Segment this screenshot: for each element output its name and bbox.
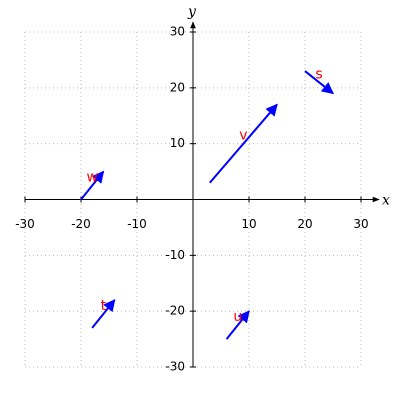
- y-axis-label: y: [187, 4, 197, 20]
- vector-label: u: [233, 309, 242, 325]
- vector-arrow: [225, 310, 250, 340]
- vector-label: t: [101, 298, 107, 314]
- vector-arrow: [91, 299, 116, 329]
- x-tick-label: 20: [297, 217, 312, 231]
- vector-arrow: [304, 70, 334, 95]
- x-tick-label: 30: [353, 217, 368, 231]
- y-tick-label: 30: [170, 25, 185, 39]
- vector-arrow: [209, 103, 278, 184]
- x-tick-label: 10: [241, 217, 256, 231]
- x-tick-label: -20: [71, 217, 91, 231]
- y-tick-label: -20: [165, 304, 185, 318]
- y-tick-label: -30: [165, 360, 185, 374]
- y-tick-label: 10: [170, 136, 185, 150]
- vector-arrow: [80, 170, 105, 201]
- x-axis-label: x: [382, 193, 390, 209]
- vector-label: w: [86, 170, 97, 186]
- vector-label: s: [315, 66, 322, 82]
- vector-label: v: [239, 128, 247, 144]
- x-tick-label: -30: [15, 217, 35, 231]
- y-tick-label: -10: [165, 248, 185, 262]
- y-tick-label: 20: [170, 80, 185, 94]
- x-tick-label: -10: [127, 217, 147, 231]
